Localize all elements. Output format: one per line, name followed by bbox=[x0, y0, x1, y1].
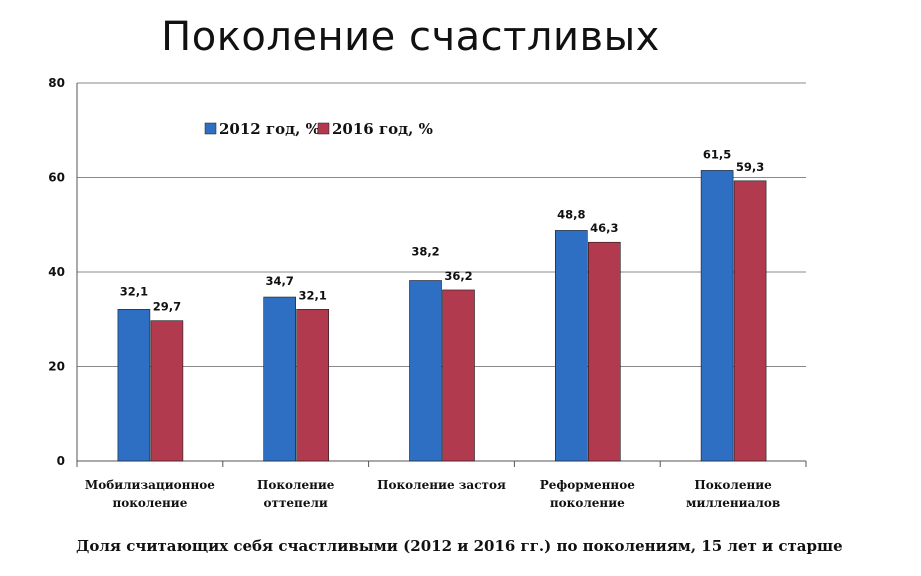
x-tick-label: оттепели bbox=[264, 496, 328, 510]
gridlines bbox=[77, 82, 806, 367]
legend-label: 2012 год, % bbox=[219, 120, 320, 138]
bar bbox=[442, 289, 475, 462]
legend-label: 2016 год, % bbox=[332, 120, 433, 138]
x-tick-label: Поколение bbox=[257, 478, 335, 492]
x-tick-label: Поколение bbox=[694, 478, 772, 492]
chart-title: Поколение счастливых bbox=[161, 14, 660, 60]
data-label: 29,7 bbox=[153, 300, 181, 314]
x-tick-label: поколение bbox=[550, 496, 625, 510]
data-label: 32,1 bbox=[299, 288, 327, 302]
axes: 0 20 40 60 80 Мобилизационное поколение Поколен… bbox=[48, 76, 807, 510]
x-tick-label: Поколение застоя bbox=[377, 478, 506, 492]
bar bbox=[296, 309, 330, 462]
data-label: 34,7 bbox=[266, 274, 294, 288]
data-labels: 32,1 29,7 34,7 32,1 38,2 36,2 48,8 46,3 61,5 59,3 bbox=[120, 147, 765, 313]
bar bbox=[117, 309, 151, 462]
bar bbox=[554, 230, 588, 462]
y-tick-label: 20 bbox=[48, 360, 65, 374]
y-tick-label: 60 bbox=[48, 171, 65, 185]
legend-swatch bbox=[317, 122, 330, 135]
bar bbox=[733, 180, 767, 462]
bar bbox=[587, 241, 621, 462]
y-tick-label: 0 bbox=[57, 454, 65, 468]
bars bbox=[117, 170, 767, 462]
x-tick-label: поколение bbox=[112, 496, 187, 510]
bar bbox=[263, 296, 297, 462]
data-label: 48,8 bbox=[557, 207, 585, 221]
legend-swatch bbox=[204, 122, 217, 135]
x-tick-label: миллениалов bbox=[686, 496, 780, 510]
data-label: 61,5 bbox=[703, 147, 731, 161]
legend: 2012 год, % 2016 год, % bbox=[204, 120, 433, 138]
chart-caption: Доля считающих себя счастливыми (2012 и … bbox=[76, 537, 843, 555]
y-tick-label: 80 bbox=[48, 76, 65, 90]
data-label: 32,1 bbox=[120, 284, 148, 298]
bar bbox=[700, 170, 734, 462]
data-label: 46,3 bbox=[590, 221, 618, 235]
data-label: 38,2 bbox=[411, 245, 439, 259]
x-tick-label: Реформенное bbox=[540, 478, 636, 492]
bar bbox=[409, 280, 442, 462]
bar bbox=[150, 320, 184, 462]
y-tick-label: 40 bbox=[48, 265, 65, 279]
data-label: 36,2 bbox=[444, 269, 472, 283]
x-tick-label: Мобилизационное bbox=[85, 478, 215, 492]
data-label: 59,3 bbox=[736, 160, 764, 174]
